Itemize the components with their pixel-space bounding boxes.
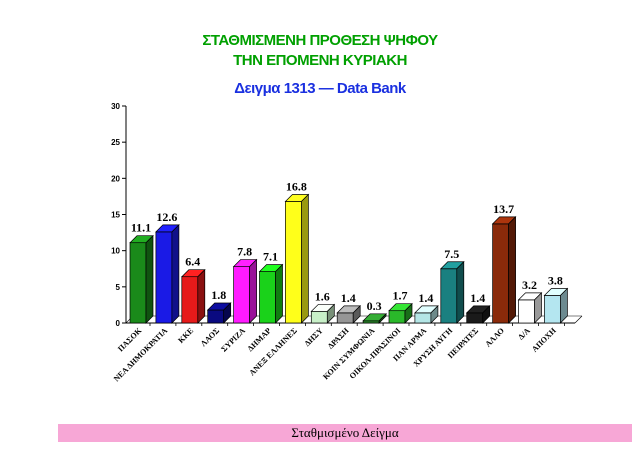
x-category-label: Δ/Α: [516, 326, 532, 342]
bar: [180, 268, 206, 324]
bar: [465, 305, 491, 324]
bar-front: [310, 311, 328, 324]
bar-side: [223, 302, 232, 324]
bar-front: [518, 299, 535, 324]
x-category-label: ΛΑΟΣ: [199, 326, 221, 348]
bar-side: [378, 312, 387, 324]
y-tick-label: 30: [111, 102, 120, 111]
bar: [284, 193, 310, 324]
bar-front: [336, 312, 354, 324]
bar: [336, 305, 362, 324]
bar-side: [560, 287, 568, 324]
bar-side: [197, 268, 206, 324]
x-category-label: ΚΚΕ: [176, 326, 195, 345]
bar: [258, 263, 284, 324]
y-tick-label: 0: [116, 319, 121, 328]
data-label: 0.3: [367, 299, 382, 313]
data-label: 1.8: [211, 288, 226, 302]
bar-front: [259, 271, 276, 324]
y-tick-label: 10: [111, 247, 120, 256]
bar-front: [388, 310, 406, 324]
bar-side: [249, 258, 257, 324]
bar: [491, 216, 517, 324]
data-label: 1.6: [315, 289, 330, 303]
bar-side: [404, 302, 413, 324]
chart-title-line-2: ΤΗΝ ΕΠΟΜΕΝΗ ΚΥΡΙΑΚΗ: [233, 52, 407, 69]
x-category-label: ΣΥΡΙΖΑ: [219, 326, 247, 354]
bar-side: [482, 305, 491, 324]
x-category-label: ΑΠΟΧΗ: [530, 326, 558, 354]
bar-side: [430, 305, 439, 324]
data-label: 6.4: [185, 255, 200, 269]
bar: [206, 302, 232, 324]
bar: [232, 258, 258, 324]
bar-side: [456, 260, 465, 324]
data-label: 12.6: [156, 210, 177, 224]
x-category-label: ΑΛΛΟ: [483, 326, 506, 349]
bar-front: [233, 266, 250, 324]
x-category-label: ΔΡΑΣΗ: [326, 326, 351, 351]
bar: [543, 287, 569, 324]
y-tick-label: 20: [111, 174, 120, 183]
bar-front: [129, 242, 147, 324]
bar-front: [440, 268, 458, 324]
data-label: 1.4: [470, 291, 485, 305]
bar-front: [544, 295, 561, 324]
bar-front: [155, 231, 173, 324]
bar-side: [508, 216, 516, 324]
bar-front: [285, 201, 302, 324]
data-label: 13.7: [493, 202, 514, 216]
bar-side: [145, 234, 154, 324]
data-label: 7.1: [263, 250, 278, 264]
bars-layer: [129, 193, 569, 324]
bar: [388, 302, 413, 324]
bar-side: [275, 263, 283, 324]
bar-side: [326, 303, 335, 324]
bar-front: [414, 312, 432, 324]
data-label: 11.1: [131, 221, 151, 235]
data-label: 3.8: [548, 274, 563, 288]
chart-title-line-1: ΣΤΑΘΜΙΣΜΕΝΗ ΠΡΟΘΕΣΗ ΨΗΦΟΥ: [202, 32, 438, 49]
bar: [362, 312, 387, 324]
bar-side: [171, 224, 180, 324]
bar: [310, 303, 336, 324]
bar-side: [534, 292, 542, 324]
bar: [517, 292, 543, 324]
bar: [129, 234, 154, 324]
bar-front: [181, 276, 199, 324]
y-tick-label: 25: [111, 138, 120, 147]
bar-front: [207, 309, 225, 324]
data-label: 1.7: [393, 289, 408, 303]
y-tick-label: 15: [111, 211, 120, 220]
bar-side: [352, 305, 361, 324]
data-label: 3.2: [522, 278, 537, 292]
chart-subtitle: Δειγμα 1313 — Data Bank: [234, 80, 406, 97]
data-label: 1.4: [418, 291, 433, 305]
bar: [155, 224, 180, 324]
bar-front: [492, 223, 509, 324]
data-label: 7.5: [444, 247, 459, 261]
bar-front: [466, 312, 484, 324]
floor-right-edge: [574, 315, 583, 324]
footer-banner: Σταθμισμένο Δείγμα: [58, 424, 632, 442]
bar: [439, 260, 465, 324]
data-label: 7.8: [237, 245, 252, 259]
x-category-label: ΔΗΣΥ: [303, 326, 325, 348]
data-label: 16.8: [286, 179, 307, 193]
bar-side: [301, 193, 309, 324]
bar: [414, 305, 439, 324]
data-label: 1.4: [341, 291, 356, 305]
x-category-label: ΑΝΕΞ ΕΛΛΗΝΕΣ: [247, 326, 298, 377]
y-tick-label: 5: [116, 283, 121, 292]
